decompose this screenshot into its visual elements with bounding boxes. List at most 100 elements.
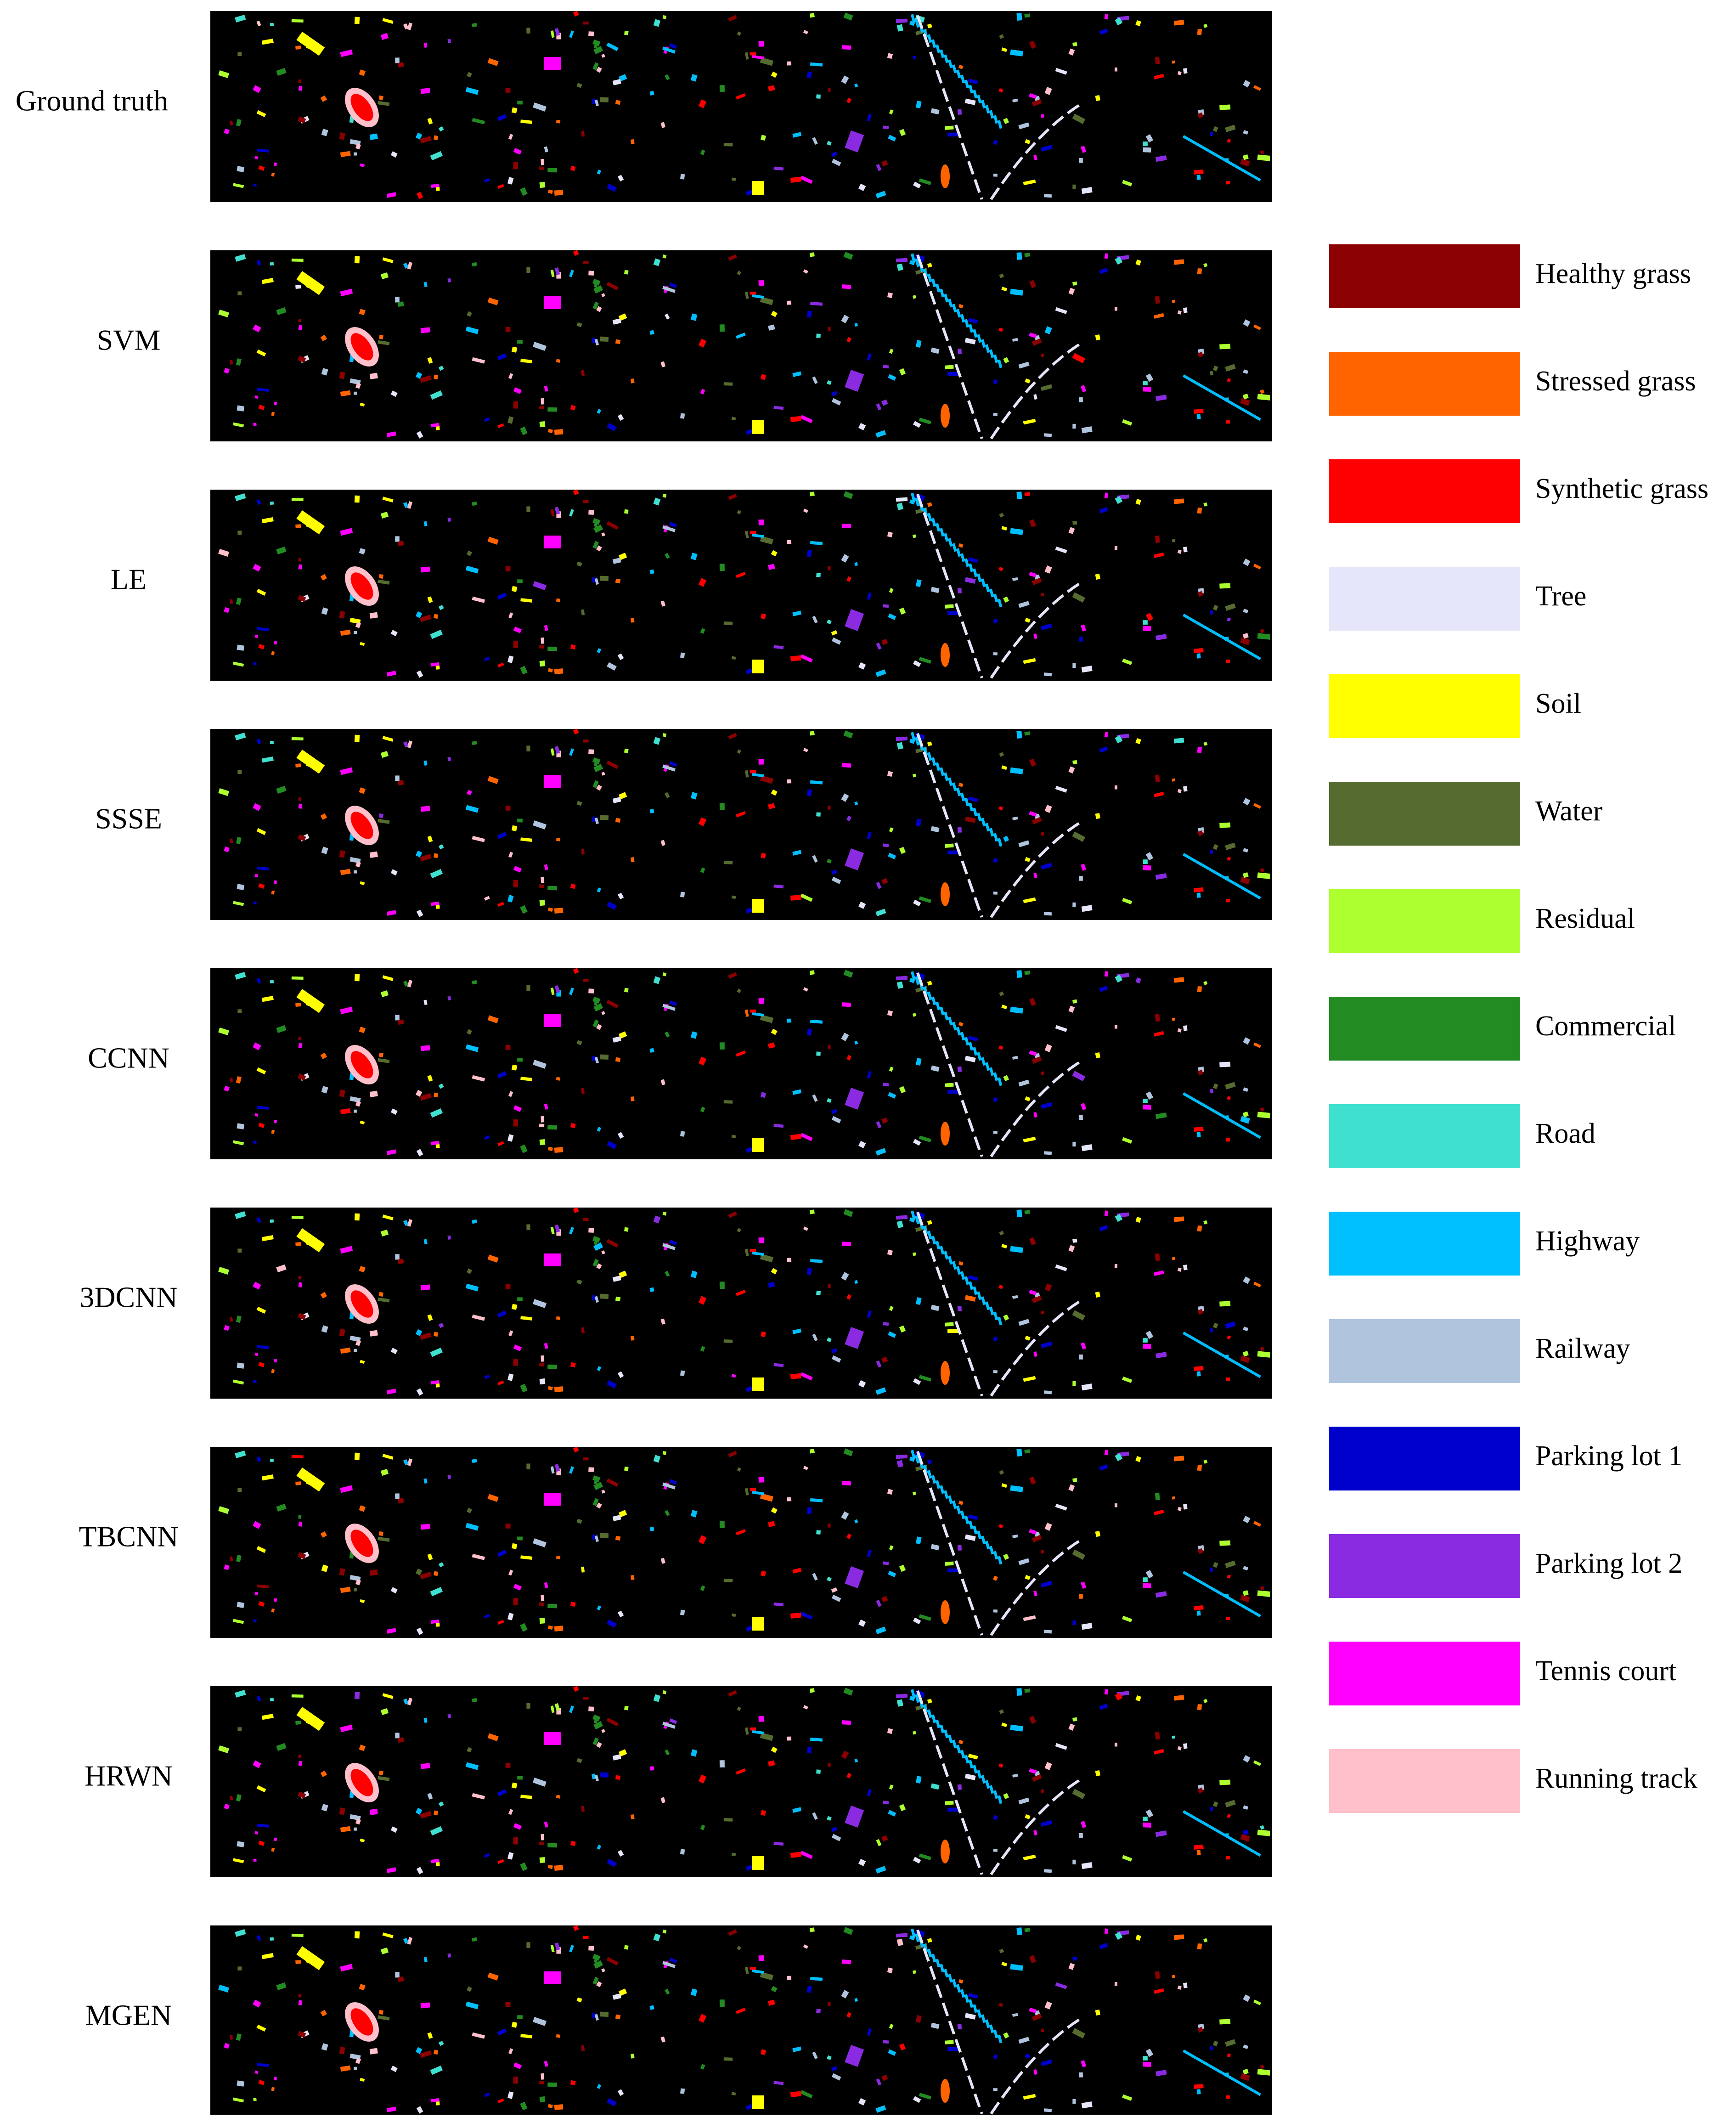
map-pixel — [854, 1998, 858, 2002]
map-pixel — [881, 160, 888, 167]
railway — [916, 1451, 1084, 1636]
map-pixel — [339, 1807, 345, 1815]
map-pixel — [745, 1146, 753, 1153]
map-pixel — [1003, 596, 1009, 603]
map-pixel — [875, 1148, 886, 1156]
map-pixel — [1260, 389, 1265, 394]
map-background — [210, 968, 1272, 1159]
map-pixel — [597, 169, 602, 175]
map-pixel — [882, 843, 889, 847]
map-pixel — [541, 1116, 545, 1123]
highway — [1195, 2057, 1203, 2063]
map-pixel — [593, 1960, 603, 1969]
map-pixel — [594, 2014, 599, 2021]
map-pixel — [507, 1613, 514, 1620]
map-pixel — [600, 1533, 609, 1538]
map-pixel — [1114, 785, 1118, 790]
map-pixel — [1099, 267, 1108, 274]
map-pixel — [1055, 1743, 1067, 1750]
map-pixel — [390, 390, 398, 397]
map-pixel — [320, 95, 327, 102]
map-pixel — [831, 630, 838, 636]
highway — [911, 14, 916, 23]
map-pixel — [1172, 1496, 1175, 1500]
highway — [1189, 139, 1197, 145]
map-pixel — [539, 406, 545, 410]
map-pixel — [380, 511, 389, 519]
map-pixel — [583, 739, 589, 743]
classification-map — [210, 489, 1272, 681]
map-pixel — [887, 1249, 893, 1256]
map-background — [210, 1208, 1272, 1399]
map-pixel — [787, 61, 792, 66]
legend-label: Tree — [1535, 581, 1586, 612]
map-pixel — [592, 780, 599, 788]
map-pixel — [382, 975, 394, 981]
map-pixel — [1240, 637, 1250, 645]
map-pixel — [680, 892, 685, 898]
map-pixel — [354, 1349, 357, 1352]
map-pixel — [841, 1002, 851, 1007]
map-pixel — [298, 85, 303, 91]
highway — [977, 334, 982, 343]
map-pixel — [735, 93, 746, 100]
map-pixel — [968, 1275, 978, 1281]
map-pixel — [423, 760, 428, 766]
map-pixel — [1257, 1829, 1270, 1836]
map-pixel — [1194, 2083, 1204, 2089]
map-pixel — [1043, 912, 1052, 916]
map-pixel — [1145, 1809, 1154, 1818]
map-pixel — [1055, 1982, 1067, 1989]
map-pixel — [554, 190, 564, 196]
highway — [981, 1775, 986, 1784]
map-pixel — [816, 812, 821, 817]
map-pixel — [1194, 1605, 1204, 1610]
map-pixel — [1197, 1548, 1204, 1554]
map-pixel — [291, 976, 304, 980]
map-pixel — [497, 114, 507, 121]
soil — [296, 1946, 325, 1970]
map-pixel — [615, 1057, 621, 1062]
map-pixel — [607, 901, 617, 910]
map-pixel — [423, 42, 428, 48]
map-pixel — [1197, 1465, 1202, 1471]
map-pixel — [792, 1328, 802, 1334]
map-pixel — [1095, 2009, 1101, 2016]
row-label: Ground truth — [16, 85, 168, 117]
highway — [923, 1943, 928, 1953]
map-pixel — [513, 1358, 519, 1366]
highway — [931, 1953, 936, 1963]
legend-label: Stressed grass — [1535, 366, 1696, 397]
map-pixel — [761, 1092, 767, 1098]
map-pixel — [665, 1510, 670, 1516]
map-pixel — [218, 1506, 230, 1514]
map-pixel — [547, 1125, 558, 1130]
map-pixel — [665, 313, 670, 320]
map-pixel — [472, 357, 485, 364]
map-pixel — [596, 785, 602, 791]
map-pixel — [1018, 1558, 1030, 1565]
map-pixel — [993, 2088, 998, 2091]
map-pixel — [896, 258, 908, 263]
map-pixel — [761, 374, 767, 380]
map-pixel — [591, 1295, 596, 1301]
map-pixel — [539, 884, 545, 888]
map-pixel — [600, 815, 609, 820]
highway — [973, 90, 978, 99]
map-pixel — [719, 1281, 725, 1289]
map-pixel — [380, 751, 389, 758]
map-pixel — [653, 19, 661, 27]
highway — [993, 833, 998, 842]
map-pixel — [827, 858, 832, 864]
highway — [1228, 639, 1235, 646]
map-pixel — [438, 365, 444, 371]
map-pixel — [360, 163, 365, 168]
map-pixel — [812, 376, 818, 384]
map-pixel — [1260, 1586, 1265, 1591]
map-pixel — [761, 1570, 767, 1577]
map-pixel — [433, 2049, 439, 2055]
map-pixel — [827, 1816, 832, 1821]
map-pixel — [1033, 394, 1037, 400]
map-pixel — [810, 780, 823, 785]
map-pixel — [889, 588, 894, 593]
